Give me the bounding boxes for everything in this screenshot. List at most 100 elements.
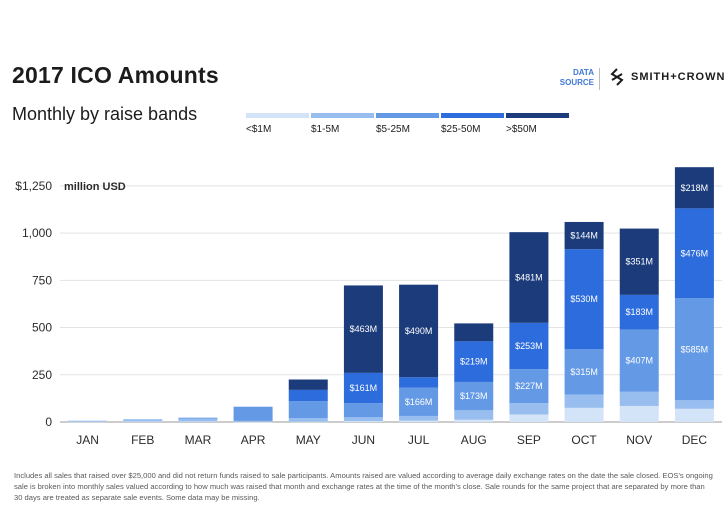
x-tick-label: JAN xyxy=(76,433,99,447)
data-label: $351M xyxy=(625,257,653,267)
x-tick-label: JUL xyxy=(408,433,430,447)
data-label: $183M xyxy=(625,307,653,317)
smith-crown-logo-icon xyxy=(610,68,624,86)
bar-segment xyxy=(619,391,659,406)
data-label: $227M xyxy=(515,381,543,391)
data-label: $219M xyxy=(460,357,488,367)
chart-subtitle: Monthly by raise bands xyxy=(12,104,198,124)
data-label: $463M xyxy=(350,324,378,334)
stacked-bar-chart: 0 250 500 750 1,000 $1,250 million USD JAN FEB MA… xyxy=(15,167,722,447)
data-label: $315M xyxy=(570,367,598,377)
data-label: $490M xyxy=(405,326,433,336)
y-tick-label: 500 xyxy=(32,321,52,335)
bar-segment xyxy=(509,403,549,415)
bar-segment xyxy=(399,420,439,422)
data-source-line-2: SOURCE xyxy=(559,78,594,87)
y-tick-label: 1,000 xyxy=(22,226,52,240)
data-label: $530M xyxy=(570,294,598,304)
bar-segment xyxy=(674,167,714,209)
legend-item: $5-25M xyxy=(376,113,439,135)
bar-segment xyxy=(178,417,218,419)
data-label: $144M xyxy=(570,231,598,241)
bar-segment xyxy=(288,401,328,419)
y-tick-label: $1,250 xyxy=(15,179,52,193)
bar-segment xyxy=(123,419,163,422)
legend-swatch xyxy=(311,113,374,118)
bar-segment xyxy=(399,387,439,416)
bar-segment xyxy=(233,420,273,422)
y-tick-label: 750 xyxy=(32,273,52,287)
y-tick-label: 0 xyxy=(45,415,52,429)
bar-segment xyxy=(674,408,714,422)
y-tick-label: 250 xyxy=(32,368,52,382)
x-tick-label: APR xyxy=(241,433,266,447)
brand: SMITH+CROWN xyxy=(609,68,725,86)
legend-label: $5-25M xyxy=(376,124,410,135)
bar-segment xyxy=(674,298,714,401)
bar-segment xyxy=(288,421,328,423)
data-label: $407M xyxy=(625,356,653,366)
legend-label: $25-50M xyxy=(441,124,481,135)
x-tick-label: JUN xyxy=(352,433,375,447)
bar-segment xyxy=(454,323,494,342)
bar-segment xyxy=(619,405,659,422)
x-tick-label: SEP xyxy=(517,433,541,447)
bar-segment xyxy=(233,406,273,421)
x-tick-label: MAY xyxy=(296,433,321,447)
x-tick-label: OCT xyxy=(571,433,597,447)
data-label: $481M xyxy=(515,273,543,283)
bar-segment xyxy=(123,421,163,422)
bar-segment xyxy=(343,417,383,422)
bar-segment xyxy=(288,418,328,422)
chart-legend: <$1M $1-5M $5-25M $25-50M >$50M xyxy=(246,113,569,135)
bar-segment xyxy=(343,421,383,422)
header-divider xyxy=(599,68,600,90)
bar-segment xyxy=(454,341,494,382)
bar-segment xyxy=(509,369,549,404)
legend-swatch xyxy=(246,113,309,118)
bar-segment xyxy=(343,372,383,404)
legend-swatch xyxy=(441,113,504,118)
bar-segment xyxy=(68,420,108,422)
bar-segment xyxy=(619,329,659,392)
brand-name: SMITH+CROWN xyxy=(631,71,726,83)
y-axis-unit-label: million USD xyxy=(64,181,126,193)
bar-segment xyxy=(399,377,439,388)
bar-segment xyxy=(288,379,328,390)
bar-segment xyxy=(343,285,383,373)
legend-swatch xyxy=(506,113,569,118)
legend-item: <$1M xyxy=(246,113,309,135)
bar-segment xyxy=(399,284,439,378)
data-source-line-1: DATA xyxy=(572,68,594,77)
footnote: Includes all sales that raised over $25,… xyxy=(14,471,713,502)
bar-segment xyxy=(343,403,383,418)
bar-segment xyxy=(233,421,273,423)
bar-segment xyxy=(564,249,604,350)
x-tick-label: DEC xyxy=(682,433,708,447)
x-tick-label: MAR xyxy=(185,433,212,447)
legend-item: $25-50M xyxy=(441,113,504,135)
legend-item: $1-5M xyxy=(311,113,374,135)
bar-segment xyxy=(399,415,439,421)
x-tick-label: FEB xyxy=(131,433,154,447)
data-label: $173M xyxy=(460,391,488,401)
bar-segment xyxy=(674,400,714,409)
data-label: $218M xyxy=(681,183,709,193)
bar-segment xyxy=(68,421,108,423)
bar-segment xyxy=(674,208,714,299)
data-label: $253M xyxy=(515,341,543,351)
bar-segment xyxy=(564,407,604,422)
bar-segment xyxy=(619,228,659,295)
bar-segment xyxy=(509,232,549,323)
data-source-link[interactable]: DATA SOURCE xyxy=(556,68,594,88)
bar-segment xyxy=(454,410,494,420)
legend-swatch xyxy=(376,113,439,118)
data-label: $161M xyxy=(350,383,378,393)
bar-segment xyxy=(454,419,494,422)
bar-segment xyxy=(288,389,328,402)
data-label: $166M xyxy=(405,397,433,407)
legend-label: <$1M xyxy=(246,124,272,135)
bar-segment xyxy=(178,421,218,422)
bar-segment xyxy=(619,294,659,330)
bar-segment xyxy=(564,394,604,408)
